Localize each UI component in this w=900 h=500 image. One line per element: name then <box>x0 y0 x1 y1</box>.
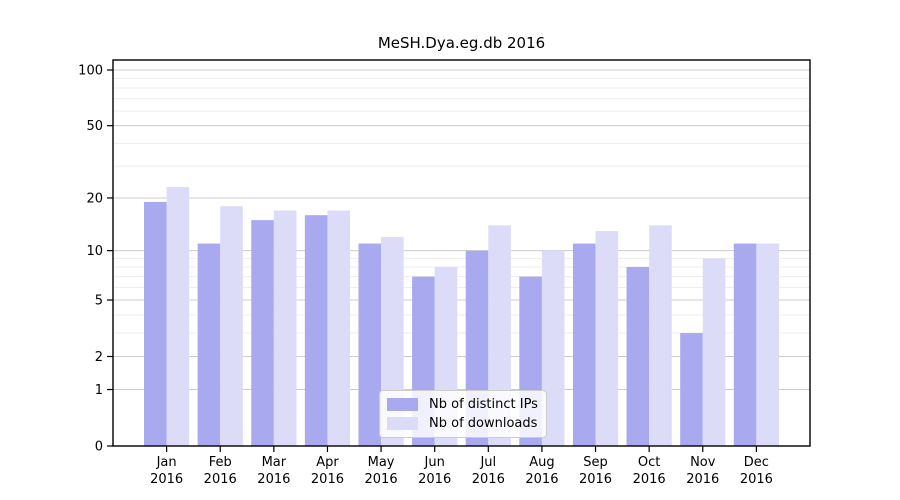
legend-item-downloads: Nb of downloads <box>387 415 537 432</box>
legend-label-downloads: Nb of downloads <box>429 416 538 431</box>
x-tick-label-year: 2016 <box>525 472 558 487</box>
legend-swatch-downloads <box>387 417 418 430</box>
bar-distinct-ips-oct <box>626 266 650 446</box>
bar-distinct-ips-may <box>358 243 382 446</box>
bar-downloads-aug <box>541 250 565 446</box>
y-tick-label: 1 <box>95 383 103 398</box>
x-tick-label-month: Mar <box>262 455 287 470</box>
bar-downloads-apr <box>327 210 351 446</box>
x-tick-label-year: 2016 <box>633 472 666 487</box>
bar-distinct-ips-jan <box>144 201 167 446</box>
chart-title: MeSH.Dya.eg.db 2016 <box>377 34 546 52</box>
y-tick-label: 0 <box>95 440 103 455</box>
y-tick-label: 20 <box>86 191 103 206</box>
x-tick-label-month: Jul <box>479 455 496 470</box>
x-tick-label-year: 2016 <box>311 472 344 487</box>
legend-item-distinct-ips: Nb of distinct IPs <box>387 396 538 413</box>
bar-downloads-feb <box>220 206 243 446</box>
y-tick-label: 10 <box>86 244 103 259</box>
bar-downloads-sep <box>595 230 619 446</box>
x-tick-label-year: 2016 <box>579 472 612 487</box>
bar-distinct-ips-apr <box>304 215 328 446</box>
x-tick-label-month: Dec <box>744 455 769 470</box>
bar-downloads-oct <box>649 225 672 446</box>
x-tick-label-month: Feb <box>209 455 232 470</box>
plot-border <box>112 59 811 447</box>
x-tick-label-year: 2016 <box>365 472 398 487</box>
bar-downloads-nov <box>702 258 726 446</box>
x-tick-label-year: 2016 <box>472 472 505 487</box>
x-tick-label-month: Jan <box>156 455 177 470</box>
bar-downloads-dec <box>756 243 779 446</box>
bar-downloads-mar <box>273 210 297 446</box>
x-tick-label-month: Aug <box>529 455 554 470</box>
x-tick-label-year: 2016 <box>686 472 719 487</box>
legend-label-distinct-ips: Nb of distinct IPs <box>429 397 538 412</box>
x-tick-label-year: 2016 <box>204 472 237 487</box>
bar-distinct-ips-dec <box>733 243 757 446</box>
x-tick-label-year: 2016 <box>418 472 451 487</box>
x-tick-label-month: Sep <box>583 455 608 470</box>
x-tick-label-month: Nov <box>690 455 716 470</box>
y-tick-label: 50 <box>86 119 103 134</box>
bar-distinct-ips-feb <box>197 243 221 446</box>
bar-distinct-ips-nov <box>680 333 703 446</box>
x-tick-label-year: 2016 <box>257 472 290 487</box>
bar-distinct-ips-mar <box>251 220 274 446</box>
bar-downloads-jan <box>166 187 190 447</box>
x-tick-label-year: 2016 <box>740 472 773 487</box>
legend: Nb of distinct IPs Nb of downloads <box>379 390 547 438</box>
x-tick-label-month: Apr <box>316 455 339 470</box>
x-tick-label-month: Oct <box>638 455 660 470</box>
legend-swatch-distinct-ips <box>387 398 418 411</box>
y-tick-label: 2 <box>95 350 103 365</box>
x-tick-label-month: May <box>368 455 395 470</box>
y-tick-label: 5 <box>95 294 103 309</box>
y-tick-label: 100 <box>78 64 103 79</box>
x-tick-label-year: 2016 <box>150 472 183 487</box>
x-tick-label-month: Jun <box>424 455 445 470</box>
bar-distinct-ips-sep <box>572 243 596 446</box>
